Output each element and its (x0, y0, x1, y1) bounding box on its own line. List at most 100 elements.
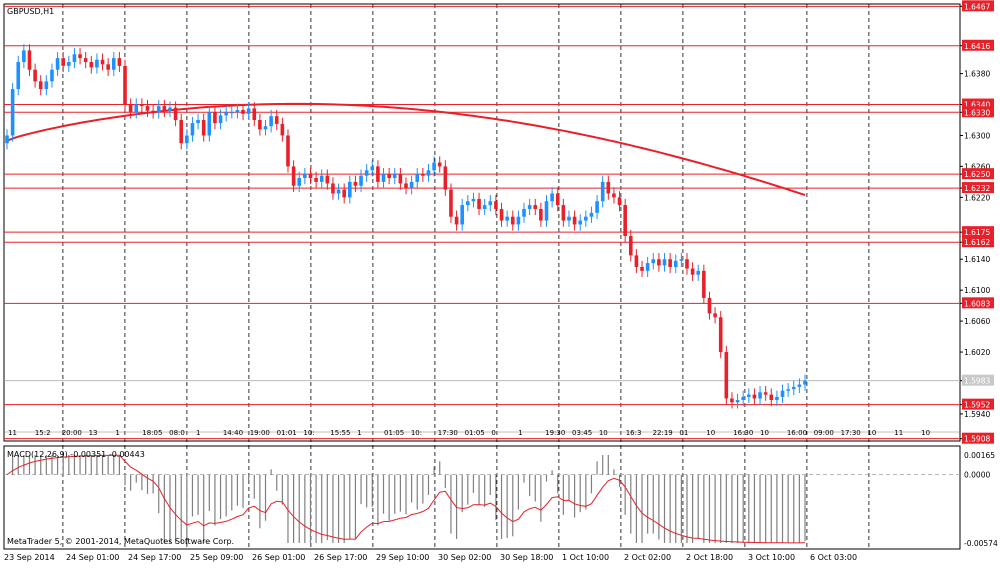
session-tag: 17:30 (841, 429, 861, 437)
candle-body (758, 392, 762, 399)
session-tag: 15:55 (330, 429, 350, 437)
candle-body (303, 174, 307, 179)
time-label: 29 Sep 10:00 (376, 553, 429, 562)
candle-body (348, 181, 352, 198)
candle-body (640, 266, 644, 271)
candle-body (319, 175, 324, 182)
candle-body (797, 384, 802, 387)
candle-body (67, 62, 71, 66)
macd-signal-line (6, 454, 806, 544)
candle-body (539, 208, 543, 221)
time-label: 6 Oct 03:00 (810, 553, 857, 562)
price-tick-label: 1.6330 (964, 108, 990, 117)
time-label: 2 Oct 02:00 (624, 553, 671, 562)
candle-body (482, 205, 487, 209)
candle-body (494, 201, 498, 209)
candle-body (718, 317, 723, 353)
session-tag: 01:05 (384, 429, 404, 437)
session-tag: 1 (115, 429, 119, 437)
time-label: 25 Sep 09:00 (190, 553, 243, 562)
candle-body (763, 392, 768, 395)
candle-body (370, 166, 375, 171)
candle-body (527, 205, 532, 209)
price-level-flag (962, 168, 994, 180)
macd-tick-label: 0.0000 (964, 471, 990, 480)
candle-body (258, 120, 262, 130)
candle-body (741, 396, 745, 401)
price-level-flag (962, 39, 994, 51)
candle-body (454, 216, 459, 225)
candle-body (325, 175, 330, 184)
price-tick-label: 1.5908 (964, 435, 990, 444)
candle-body (780, 390, 785, 397)
candle-body (432, 162, 436, 171)
copyright-text: MetaTrader 5, © 2001-2014, MetaQuotes So… (7, 537, 234, 546)
candle-body (533, 205, 538, 209)
price-level-flag (962, 0, 994, 12)
candle-body (95, 59, 99, 68)
candle-body (331, 183, 335, 194)
candle-body (263, 126, 268, 130)
candle-body (364, 170, 369, 176)
candle-body (252, 108, 257, 121)
time-label: 23 Sep 2014 (4, 553, 55, 562)
candle-body (241, 109, 245, 114)
candle-body (213, 112, 217, 124)
session-tag: 10 (706, 429, 715, 437)
candle-body (466, 201, 470, 206)
candle-body (291, 166, 296, 186)
candle-body (353, 181, 358, 186)
candle-body (280, 123, 285, 136)
candle-body (544, 201, 549, 221)
candle-body (522, 208, 526, 217)
candle-body (168, 107, 172, 111)
candle-body (606, 181, 611, 194)
session-tag: 03:45 (572, 429, 592, 437)
session-tags: 11 15:2 20:00 13 1 18:05 08:0 1 14:40 19:00 01:01 1… (4, 429, 960, 437)
session-tag: 15:2 (35, 429, 51, 437)
candle-body (134, 104, 139, 113)
candle-body (685, 259, 689, 269)
candle-body (78, 54, 82, 59)
candle-body (791, 386, 796, 390)
candle-body (651, 259, 656, 264)
candle-body (10, 89, 15, 136)
session-tag: 11 (894, 429, 903, 437)
candle-body (387, 174, 391, 179)
time-label: 24 Sep 17:00 (128, 553, 181, 562)
candle-body (359, 175, 363, 186)
candle-body (555, 193, 560, 206)
price-tick-label: 1.5952 (964, 401, 990, 410)
price-tick-label: 1.6083 (964, 299, 990, 308)
price-tick-label: 1.6020 (964, 348, 990, 357)
session-tag: 1 (196, 429, 200, 437)
price-tick-label: 1.6467 (964, 2, 990, 11)
session-tag: 19:00 (250, 429, 270, 437)
candle-body (190, 123, 195, 136)
candle-body (747, 394, 751, 397)
candle-body (488, 201, 493, 206)
price-level-flag (962, 398, 994, 410)
candle-body (510, 216, 515, 225)
candle-body (173, 107, 178, 121)
candlesticks (5, 44, 807, 409)
time-label: 30 Sep 18:00 (500, 553, 553, 562)
candle-body (567, 216, 571, 221)
macd-tick-label: -0.00574 (964, 539, 998, 548)
candle-body (342, 189, 346, 198)
candle-body (612, 193, 616, 198)
candle-body (336, 189, 341, 194)
candle-body (44, 81, 49, 90)
candle-body (690, 268, 695, 275)
candle-body (224, 112, 228, 116)
session-tag: 16:3 (626, 429, 642, 437)
session-tag: 11 (8, 429, 17, 437)
candle-body (50, 69, 54, 82)
candle-body (27, 50, 32, 70)
candle-body (196, 120, 200, 124)
session-tag: 19:30 (545, 429, 565, 437)
price-tick-label: 1.6140 (964, 255, 990, 264)
